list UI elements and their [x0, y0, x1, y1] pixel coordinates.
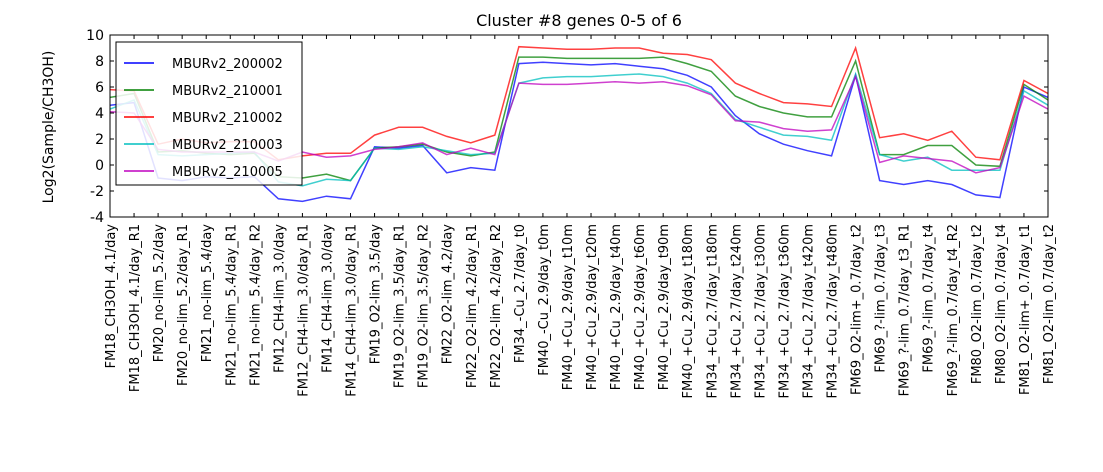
- x-tick-label: FM12_CH4-lim_3.0/day: [272, 224, 287, 373]
- legend-label: MBURv2_210005: [172, 165, 283, 180]
- y-tick-label: -4: [90, 210, 104, 226]
- x-tick-label: FM19_O2-lim_3.5/day_R2: [417, 224, 432, 388]
- x-tick-label: FM18_CH3OH_4.1/day: [104, 224, 119, 369]
- x-tick-label: FM19_O2-lim_3.5/day_R1: [393, 224, 408, 388]
- x-tick-label: FM34_+Cu_2.7/day_t480m: [826, 224, 841, 398]
- x-tick-label: FM40_+Cu_2.9/day_t180m: [681, 224, 696, 398]
- y-axis-label: Log2(Sample/CH3OH): [41, 51, 57, 204]
- x-tick-label: FM14_CH4-lim_3.0/day: [320, 224, 335, 373]
- x-tick-label: FM69_O2-lim+_0.7/day_t2: [850, 224, 865, 395]
- plot-area-frame: [109, 34, 1049, 218]
- legend-frame: [115, 41, 303, 186]
- y-tick-label: 2: [95, 132, 104, 148]
- x-tick-label: FM34_+Cu_2.7/day_t300m: [753, 224, 768, 398]
- y-axis-ticks: -4 -2 0 2 4 6 8 10: [86, 28, 1048, 226]
- x-tick-label: FM34_+Cu_2.7/day_t240m: [729, 224, 744, 398]
- x-tick-label: FM21_no-lim_5.4/day_R1: [224, 224, 239, 386]
- y-tick-label: 10: [86, 28, 104, 44]
- x-tick-label: FM40_+Cu_2.9/day_t60m: [633, 224, 648, 390]
- x-tick-label: FM21_no-lim_5.4/day_R2: [248, 224, 263, 386]
- x-tick-label: FM69_?-lim_0.7/day_t4_R2: [946, 224, 961, 396]
- x-tick-label: FM18_CH3OH_4.1/day_R1: [128, 224, 143, 392]
- x-axis-ticks: FM18_CH3OH_4.1/day FM18_CH3OH_4.1/day_R1 F…: [104, 35, 1057, 398]
- chart-title: Cluster #8 genes 0-5 of 6: [476, 11, 682, 30]
- x-tick-label: FM20_no-lim_5.2/day_R1: [176, 224, 191, 386]
- legend-label: MBURv2_210001: [172, 84, 283, 99]
- x-tick-label: FM34_+Cu_2.7/day_t420m: [801, 224, 816, 398]
- legend-label: MBURv2_210002: [172, 111, 283, 126]
- x-tick-label: FM40_+Cu_2.9/day_t90m: [657, 224, 672, 390]
- x-tick-label: FM69_?-lim_0.7/day_t3: [874, 224, 889, 373]
- x-tick-label: FM80_O2-lim_0.7/day_t4: [994, 224, 1009, 384]
- y-tick-label: 4: [95, 106, 104, 122]
- x-tick-label: FM69_?-lim_0.7/day_t3_R1: [898, 224, 913, 396]
- y-tick-label: 6: [95, 80, 104, 96]
- y-tick-label: 0: [95, 158, 104, 174]
- y-tick-label: 8: [95, 54, 104, 70]
- x-tick-label: FM40_+Cu_2.9/day_t40m: [609, 224, 624, 390]
- x-tick-label: FM81_O2-lim+_0.7/day_t1: [1018, 224, 1033, 395]
- x-tick-label: FM14_CH4-lim_3.0/day_R1: [345, 224, 360, 397]
- x-tick-label: FM22_O2-lim_4.2/day_R2: [489, 224, 504, 388]
- x-tick-label: FM40_+Cu_2.9/day_t10m: [561, 224, 576, 390]
- legend: MBURv2_200002 MBURv2_210001 MBURv2_210002 M…: [115, 41, 303, 186]
- x-tick-label: FM12_CH4-lim_3.0/day_R1: [296, 224, 311, 397]
- x-tick-label: FM40_+Cu_2.9/day_t20m: [585, 224, 600, 390]
- y-tick-label: -2: [90, 184, 104, 200]
- x-tick-label: FM34_-Cu_2.7/day_t0: [513, 224, 528, 363]
- legend-label: MBURv2_200002: [172, 57, 283, 72]
- x-tick-label: FM34_+Cu_2.7/day_t180m: [705, 224, 720, 398]
- x-tick-label: FM21_no-lim_5.4/day: [200, 224, 215, 363]
- x-tick-label: FM19_O2-lim_3.5/day: [369, 224, 384, 365]
- x-tick-label: FM22_O2-lim_4.2/day: [441, 224, 456, 365]
- x-tick-label: FM69_?-lim_0.7/day_t4: [922, 224, 937, 373]
- legend-label: MBURv2_210003: [172, 138, 283, 153]
- x-tick-label: FM22_O2-lim_4.2/day_R1: [465, 224, 480, 388]
- x-tick-label: FM34_+Cu_2.7/day_t360m: [777, 224, 792, 398]
- x-tick-label: FM81_O2-lim_0.7/day_t2: [1042, 224, 1057, 384]
- x-tick-label: FM40_-Cu_2.9/day_t0m: [537, 224, 552, 376]
- x-tick-label: FM20_no-lim_5.2/day: [152, 224, 167, 363]
- series-line-1: [109, 61, 1049, 203]
- x-tick-label: FM80_O2-lim_0.7/day_t2: [970, 224, 985, 384]
